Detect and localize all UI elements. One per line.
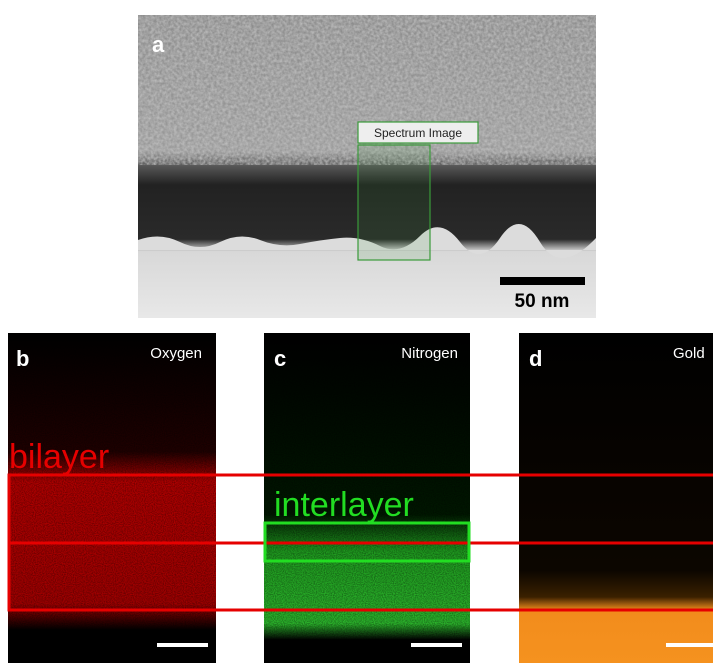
panel-label: d (529, 346, 542, 371)
panel-d: d Gold (519, 333, 713, 663)
box-label: Spectrum Image (374, 126, 462, 140)
bilayer-label: bilayer (9, 438, 109, 476)
scale-bar (157, 643, 208, 647)
element-label: Gold (673, 345, 705, 362)
figure: a Spectrum Image 50 nm b Oxygen c Nitrog… (0, 0, 713, 663)
scale-bar (666, 643, 713, 647)
spectrum-box (358, 145, 430, 260)
panel-label: a (152, 32, 165, 57)
scale-label: 50 nm (515, 291, 570, 312)
panel-b: b Oxygen (8, 333, 216, 663)
element-label: Nitrogen (401, 345, 458, 362)
panel-a: a Spectrum Image 50 nm (138, 15, 596, 318)
panel-label: c (274, 346, 286, 371)
scale-bar (411, 643, 462, 647)
scale-bar (500, 277, 585, 285)
panel-label: b (16, 346, 29, 371)
interlayer-label: interlayer (274, 486, 414, 524)
page: a Spectrum Image 50 nm b Oxygen c Nitrog… (0, 0, 713, 663)
gold-map (519, 333, 713, 663)
element-label: Oxygen (150, 345, 202, 362)
noise (8, 333, 216, 663)
